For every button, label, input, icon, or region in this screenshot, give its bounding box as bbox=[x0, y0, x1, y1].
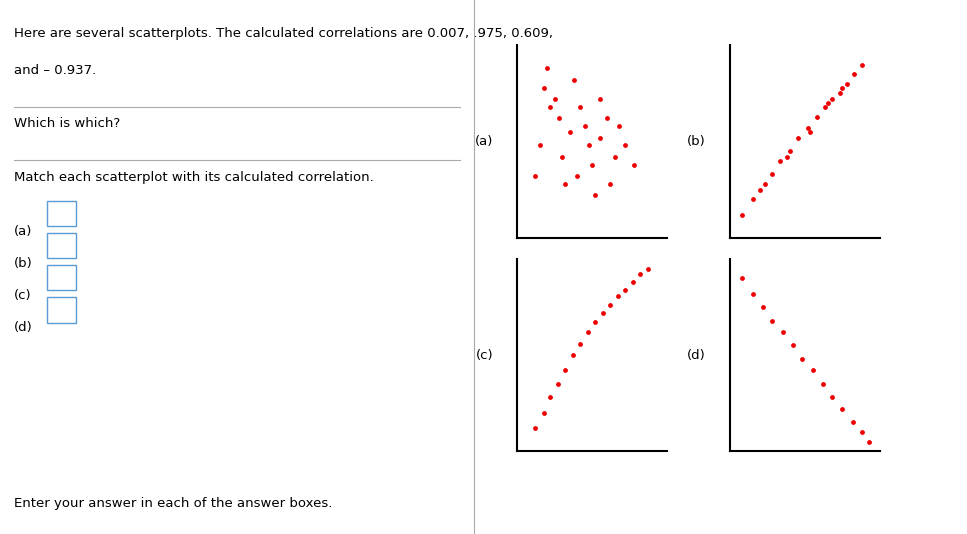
Point bbox=[572, 339, 588, 348]
Point bbox=[592, 134, 607, 142]
Point bbox=[745, 195, 760, 203]
Point bbox=[542, 393, 558, 402]
Point bbox=[542, 103, 558, 111]
Point bbox=[632, 270, 648, 279]
Text: (a): (a) bbox=[15, 225, 33, 238]
Point bbox=[801, 124, 816, 132]
Point bbox=[764, 316, 779, 325]
Point bbox=[809, 112, 825, 121]
Point bbox=[745, 289, 760, 298]
Point bbox=[618, 286, 633, 294]
Point bbox=[558, 179, 573, 188]
Point bbox=[592, 95, 607, 104]
Point bbox=[581, 141, 597, 150]
Point bbox=[772, 156, 787, 165]
Point bbox=[862, 437, 877, 446]
Point bbox=[734, 210, 749, 219]
Point bbox=[532, 141, 547, 150]
Point bbox=[782, 147, 798, 155]
Point bbox=[820, 99, 835, 107]
Point bbox=[611, 122, 627, 130]
FancyBboxPatch shape bbox=[47, 265, 75, 290]
Text: (a): (a) bbox=[475, 135, 493, 148]
Point bbox=[835, 83, 850, 92]
Point bbox=[528, 424, 543, 433]
Point bbox=[588, 318, 603, 327]
Point bbox=[734, 274, 749, 282]
FancyBboxPatch shape bbox=[47, 233, 75, 258]
Point bbox=[802, 128, 817, 136]
Point bbox=[847, 70, 863, 78]
Point bbox=[567, 76, 582, 84]
Text: (d): (d) bbox=[15, 321, 33, 334]
Text: Match each scatterplot with its calculated correlation.: Match each scatterplot with its calculat… bbox=[15, 171, 374, 184]
Text: (b): (b) bbox=[15, 257, 33, 270]
Point bbox=[577, 122, 593, 130]
Point bbox=[627, 160, 642, 169]
Point bbox=[537, 83, 552, 92]
Point bbox=[854, 60, 869, 69]
Point bbox=[570, 172, 585, 180]
Point bbox=[602, 301, 618, 309]
Point bbox=[775, 328, 790, 336]
Point bbox=[607, 153, 623, 161]
Point bbox=[817, 103, 833, 111]
Point bbox=[555, 153, 571, 161]
Point bbox=[565, 351, 580, 359]
Text: and – 0.937.: and – 0.937. bbox=[15, 64, 97, 77]
Point bbox=[610, 291, 626, 300]
Point bbox=[547, 95, 563, 104]
Point bbox=[540, 64, 555, 73]
Point bbox=[835, 405, 850, 413]
Point bbox=[537, 409, 552, 417]
Point bbox=[839, 80, 855, 88]
Text: (b): (b) bbox=[688, 135, 706, 148]
FancyBboxPatch shape bbox=[47, 297, 75, 323]
Point bbox=[558, 366, 573, 375]
Point bbox=[580, 328, 596, 336]
Point bbox=[528, 172, 543, 180]
Point bbox=[600, 114, 615, 123]
Point bbox=[854, 428, 869, 436]
Point bbox=[779, 153, 795, 161]
Point bbox=[588, 191, 603, 200]
Text: Enter your answer in each of the answer boxes.: Enter your answer in each of the answer … bbox=[15, 497, 333, 509]
Point bbox=[794, 355, 809, 363]
Text: Which is which?: Which is which? bbox=[15, 117, 121, 130]
Text: (c): (c) bbox=[476, 349, 493, 362]
Point bbox=[832, 89, 847, 98]
Point bbox=[764, 170, 779, 178]
Point bbox=[805, 366, 820, 375]
Point bbox=[790, 134, 806, 142]
Text: Here are several scatterplots. The calculated correlations are 0.007, .975, 0.60: Here are several scatterplots. The calcu… bbox=[15, 27, 553, 40]
Point bbox=[602, 179, 618, 188]
Point bbox=[584, 160, 600, 169]
Point bbox=[752, 185, 768, 194]
Point bbox=[824, 95, 839, 104]
Text: (c): (c) bbox=[15, 289, 32, 302]
Point bbox=[572, 103, 588, 111]
Point bbox=[640, 264, 656, 273]
Point bbox=[595, 309, 610, 317]
Text: (d): (d) bbox=[688, 349, 706, 362]
Point bbox=[562, 128, 577, 136]
Point bbox=[755, 303, 771, 311]
Point bbox=[618, 141, 633, 150]
Point bbox=[550, 380, 566, 388]
Point bbox=[551, 114, 567, 123]
Point bbox=[815, 380, 831, 388]
Point bbox=[757, 179, 773, 188]
Point bbox=[785, 341, 801, 350]
FancyBboxPatch shape bbox=[47, 201, 75, 226]
Point bbox=[625, 278, 640, 286]
Point bbox=[824, 393, 839, 402]
Point bbox=[845, 418, 861, 427]
